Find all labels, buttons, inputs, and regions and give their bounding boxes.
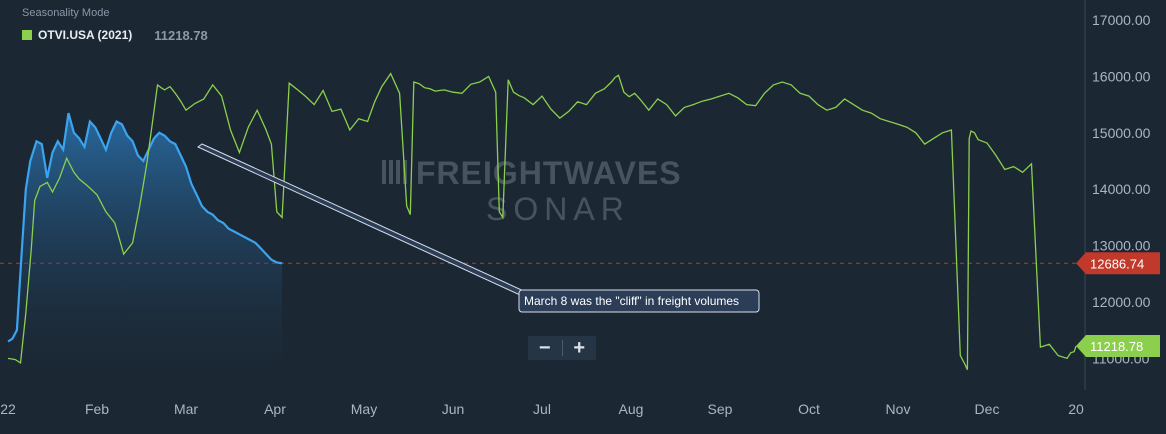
annotation-box [518,289,760,313]
x-tick-label: Feb [85,401,109,417]
zoom-in-button[interactable]: + [573,337,586,359]
blue-series-area [8,113,283,378]
y-tick-label: 13000.00 [1092,238,1151,254]
reference-value-tag: 12686.74 [1076,252,1160,275]
watermark-line1: FREIGHTWAVES [416,155,682,191]
reference-value-label: 12686.74 [1090,256,1144,271]
series-color-swatch [22,30,32,40]
x-tick-label: Mar [174,401,198,417]
x-tick-label: Apr [264,401,286,417]
x-axis-ticks: 22 Feb Mar Apr May Jun Jul Aug Sep Oct Nov Dec 20 [0,401,1084,417]
last-value-tag: 11218.78 [1076,335,1160,358]
y-tick-label: 17000.00 [1092,12,1151,28]
zoom-controls: − + [528,336,596,360]
y-tick-label: 15000.00 [1092,125,1151,141]
x-tick-label: Oct [798,401,820,417]
x-tick-label: 20 [1068,401,1084,417]
x-tick-label: Sep [708,401,733,417]
last-value-label: 11218.78 [1090,339,1143,354]
x-tick-label: Dec [975,401,1000,417]
x-tick-label: Jul [533,401,551,417]
annotation-text: March 8 was the "cliff" in freight volum… [524,294,739,308]
x-tick-label: Aug [619,401,644,417]
y-tick-label: 14000.00 [1092,181,1151,197]
x-tick-label: 22 [0,401,16,417]
series-name[interactable]: OTVI.USA (2021) [38,28,133,42]
zoom-divider [561,340,563,356]
x-tick-label: Nov [886,401,911,417]
seasonality-mode-label: Seasonality Mode [22,7,110,19]
blue-series-line [7,112,283,343]
zoom-out-button[interactable]: − [538,337,551,359]
freightwaves-watermark: FREIGHTWAVES SONAR [382,155,682,227]
legend-row: OTVI.USA (2021) 11218.78 [22,27,208,43]
y-tick-label: 16000.00 [1092,68,1151,84]
x-tick-label: May [351,401,377,417]
x-tick-label: Jun [442,401,465,417]
y-tick-label: 12000.00 [1092,294,1151,310]
green-series-line [7,72,1077,370]
watermark-line2: SONAR [486,191,630,227]
y-axis-ticks: 11000.0012000.0013000.0014000.0015000.00… [1092,12,1151,366]
series-current-value: 11218.78 [154,27,208,43]
